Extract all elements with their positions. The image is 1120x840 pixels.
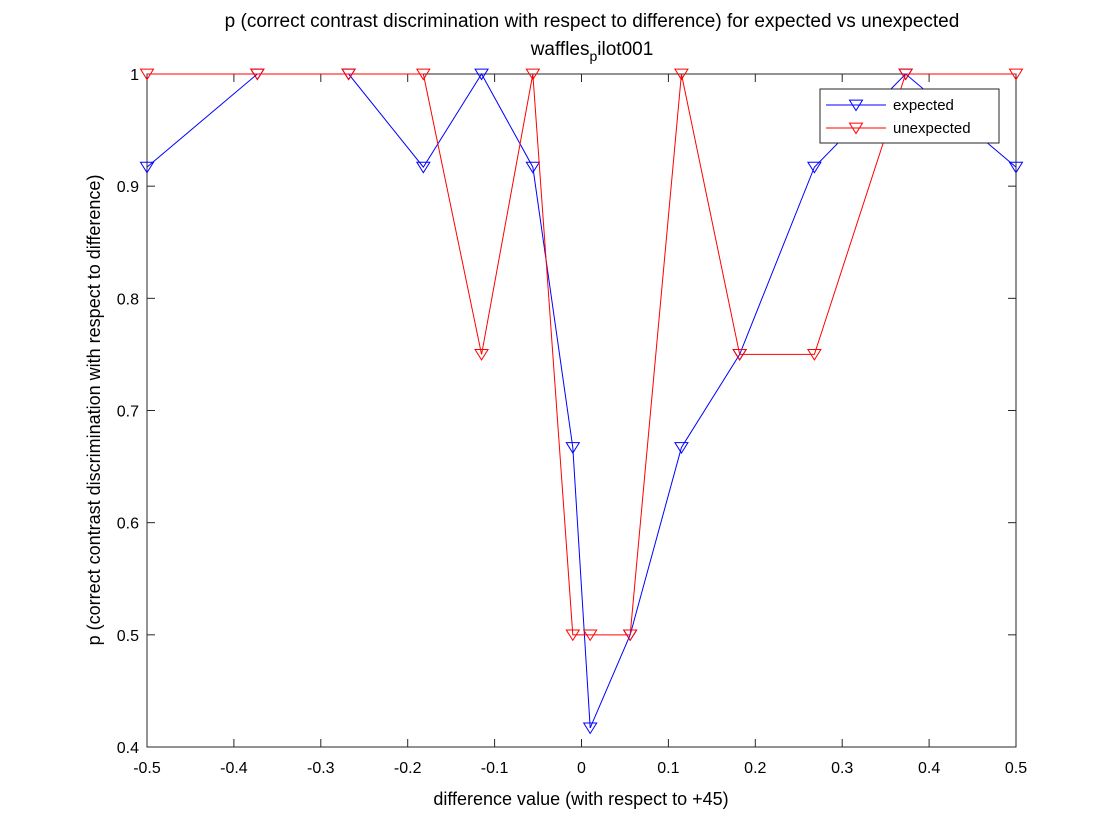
y-tick-label: 0.7 (117, 404, 139, 421)
series-unexpected (139, 68, 1024, 642)
series-line-expected (146, 73, 1017, 729)
data-point-unexpected (474, 349, 489, 361)
data-point-unexpected (525, 68, 541, 81)
y-tick-label: 0.6 (117, 516, 139, 533)
data-point-expected (415, 161, 431, 174)
x-tick-label: -0.4 (220, 760, 248, 777)
y-tick-label: 0.5 (117, 628, 139, 645)
x-axis: -0.5 -0.4 -0.3 -0.2 -0.1 0 0.1 0.2 0.3 0.4 0.5 (133, 74, 1027, 777)
y-tick-label: 0.4 (117, 740, 139, 757)
x-tick-label: 0 (577, 760, 586, 777)
data-point-unexpected (732, 349, 748, 361)
subtitle-tail: ilot001 (597, 39, 653, 60)
data-point-expected (525, 161, 541, 174)
x-tick-label: -0.2 (394, 760, 422, 777)
data-point-expected (565, 442, 581, 454)
x-tick-label: -0.1 (481, 760, 509, 777)
data-point-expected (474, 68, 489, 81)
y-axis-label: p (correct contrast discrimination with … (84, 175, 104, 646)
legend-entry-unexpected: unexpected (826, 120, 971, 137)
y-tick-label: 1 (130, 67, 139, 84)
data-point-expected (1008, 161, 1024, 174)
x-tick-label: 0.2 (744, 760, 766, 777)
data-point-expected (139, 161, 155, 174)
y-tick-label: 0.9 (117, 179, 139, 196)
data-point-unexpected (565, 629, 581, 642)
x-tick-label: 0.3 (831, 760, 853, 777)
data-point-unexpected (139, 68, 155, 81)
legend-label-unexpected: unexpected (893, 120, 971, 137)
legend-marker-unexpected (848, 122, 864, 135)
data-point-expected (582, 722, 598, 735)
subtitle-subscript: p (590, 48, 598, 64)
data-point-unexpected (898, 68, 914, 81)
y-axis: 0.4 0.5 0.6 0.7 0.8 0.9 1 (117, 67, 1016, 757)
x-tick-label: 0.1 (657, 760, 679, 777)
series-line-unexpected (147, 73, 1016, 636)
x-tick-label: -0.5 (133, 760, 161, 777)
data-point-unexpected (341, 68, 357, 81)
data-point-unexpected (582, 629, 598, 642)
data-point-unexpected (1008, 68, 1024, 81)
data-point-unexpected (415, 68, 431, 81)
plot-area (146, 73, 1017, 748)
legend-marker-expected (848, 99, 864, 112)
data-point-unexpected (622, 629, 638, 642)
chart-title: p (correct contrast discrimination with … (225, 11, 960, 32)
legend-entry-expected: expected (826, 97, 954, 114)
data-point-unexpected (674, 68, 689, 81)
legend: expected unexpected (819, 88, 1000, 144)
chart-subtitle: wafflespilot001 (530, 39, 654, 64)
data-point-unexpected (249, 68, 265, 81)
x-tick-label: -0.3 (307, 760, 335, 777)
x-tick-label: 0.4 (918, 760, 940, 777)
series-layer (139, 68, 1024, 735)
y-tick-label: 0.8 (117, 291, 139, 308)
data-point-expected (806, 161, 822, 174)
legend-box (819, 88, 1000, 144)
x-tick-label: 0.5 (1005, 760, 1027, 777)
data-point-unexpected (806, 349, 822, 361)
x-axis-label: difference value (with respect to +45) (433, 789, 728, 809)
subtitle-main: waffles (530, 39, 590, 60)
legend-label-expected: expected (893, 97, 954, 114)
data-point-expected (674, 442, 689, 454)
